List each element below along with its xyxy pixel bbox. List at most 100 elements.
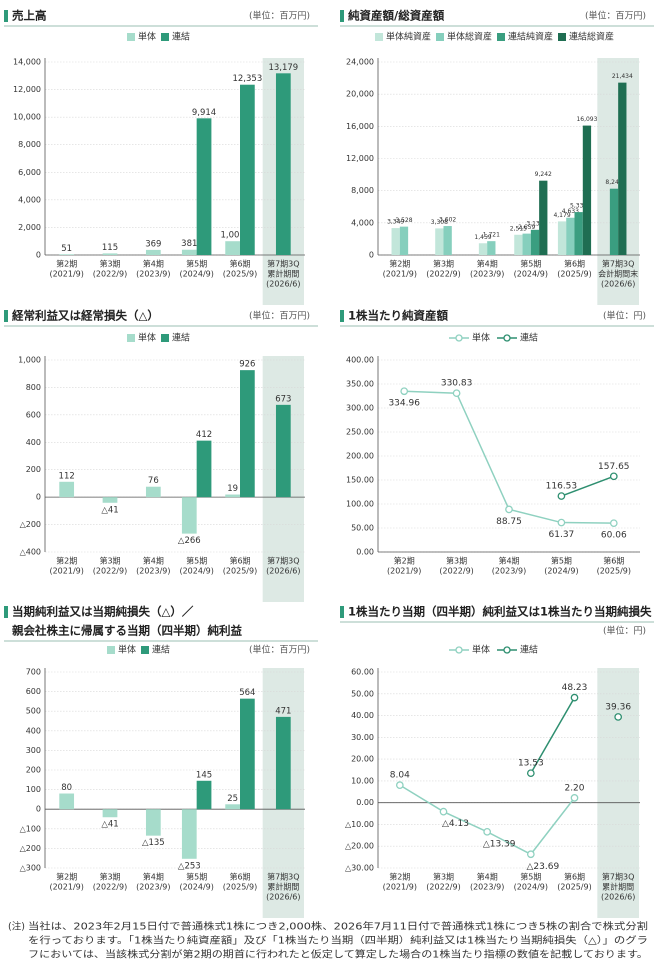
chart-title: 1株当たり純資産額 — [348, 309, 449, 323]
x-tick-label: (2022/9) — [426, 883, 460, 892]
point — [557, 518, 566, 527]
value-label: 673 — [275, 394, 291, 404]
bar — [145, 809, 161, 836]
bar — [609, 188, 619, 255]
bar — [391, 228, 400, 255]
legend-label: 単体純資産 — [386, 31, 431, 43]
title-marker — [340, 606, 344, 618]
bar — [275, 716, 291, 810]
bar — [102, 253, 118, 255]
y-tick-label: 600 — [26, 687, 41, 696]
x-tick-label: 第6期 — [564, 872, 585, 882]
x-tick-label: 第3期 — [99, 259, 120, 269]
y-tick-label: 0 — [369, 251, 374, 260]
x-tick-label: 第7期3Q — [267, 259, 299, 269]
unit-label: (単位：円) — [603, 625, 646, 637]
x-tick-label: 第7期3Q — [602, 872, 634, 882]
y-tick-label: 0 — [36, 493, 41, 502]
bar — [240, 698, 255, 810]
value-label: 4,179 — [553, 212, 570, 219]
x-tick-label: (2024/9) — [179, 270, 213, 279]
note-line: フにおいては、当該株式分割が第2期の期首に行われたと仮定して算定した場合の1株当… — [28, 949, 648, 961]
x-tick-label: 第7期3Q — [602, 259, 634, 269]
x-tick-label: 第3期 — [433, 259, 454, 269]
y-tick-label: 20,000 — [346, 90, 374, 99]
highlight-band — [597, 58, 639, 305]
chart-panel: 1株当たり当期（四半期）純利益又は1株当たり当期純損失（△） (単位：円) 単体 連結… — [340, 605, 658, 918]
y-tick-label: 8,000 — [18, 140, 41, 149]
value-label: 369 — [145, 239, 161, 249]
chart-title: 売上高 — [12, 9, 47, 23]
x-tick-label: 第3期 — [446, 556, 467, 566]
y-tick-label: 700 — [26, 668, 41, 677]
value-label: 13.53 — [518, 759, 544, 769]
value-label: △41 — [101, 505, 118, 515]
y-tick-label: 600 — [26, 410, 41, 419]
y-tick-label: 10.00 — [351, 776, 374, 785]
y-tick-label: 8,000 — [351, 186, 374, 195]
legend-label: 連結 — [152, 644, 170, 656]
bar — [240, 84, 255, 255]
title-marker — [340, 10, 344, 22]
unit-label: (単位：百万円) — [249, 310, 310, 322]
value-label: 3,528 — [395, 217, 412, 224]
y-tick-label: 100 — [26, 785, 41, 794]
x-tick-label: (2021/9) — [383, 270, 417, 279]
bar — [514, 234, 523, 255]
legend-label: 連結 — [172, 31, 190, 43]
value-label: 16,093 — [576, 116, 597, 123]
point — [505, 505, 513, 514]
x-tick-label: (2023/9) — [492, 567, 526, 576]
legend-label: 連結 — [520, 644, 538, 656]
value-label: 21,434 — [612, 73, 633, 80]
y-tick-label: 24,000 — [346, 58, 374, 67]
point — [609, 472, 618, 481]
x-tick-label: (2026/6) — [266, 567, 300, 576]
legend-marker — [503, 646, 511, 654]
y-tick-label: △400 — [20, 548, 41, 557]
bar — [582, 125, 592, 256]
y-tick-label: 50.00 — [351, 524, 374, 533]
y-tick-label: 200 — [26, 766, 41, 775]
x-tick-label: (2026/6) — [266, 893, 300, 902]
y-tick-label: △100 — [20, 824, 41, 833]
x-tick-label: 第2期 — [56, 872, 77, 882]
x-tick-label: 第3期 — [433, 872, 454, 882]
x-tick-label: 第3期 — [99, 872, 120, 882]
chart-panel: 売上高 (単位：百万円) 単体 連結 0 2,000 4,000 6,000 8,000 10,0… — [4, 9, 318, 305]
legend-label: 単体 — [138, 332, 156, 344]
value-label: 76 — [148, 476, 159, 486]
value-label: 48.23 — [562, 683, 588, 693]
y-tick-label: 12,000 — [346, 154, 374, 163]
bar — [399, 226, 409, 255]
x-tick-label: 第6期 — [229, 259, 250, 269]
x-tick-label: (2023/9) — [470, 270, 504, 279]
note-line: 当社は、2023年2月15日付で普通株式1株につき2,000株、2026年7月1… — [28, 921, 648, 933]
x-tick-label: 第4期 — [498, 556, 519, 566]
bar — [59, 481, 75, 498]
bar — [196, 780, 212, 810]
x-tick-label: (2024/9) — [514, 270, 548, 279]
chart-title: 親会社株主に帰属する当期（四半期）純利益 — [12, 624, 242, 638]
legend-label: 単体 — [472, 644, 490, 656]
y-tick-label: 12,000 — [13, 85, 41, 94]
y-tick-label: 0.00 — [356, 548, 374, 557]
line — [530, 697, 576, 774]
y-tick-label: 200.00 — [346, 452, 374, 461]
x-tick-label: (2022/9) — [93, 883, 127, 892]
x-tick-label: (2021/9) — [49, 883, 83, 892]
value-label: 61.37 — [549, 530, 575, 540]
value-label: 471 — [275, 706, 291, 716]
x-tick-label: 第6期 — [564, 259, 585, 269]
legend-label: 単体 — [138, 31, 156, 43]
legend-swatch — [497, 33, 505, 41]
legend-label: 単体総資産 — [447, 31, 492, 43]
x-tick-label: (2025/9) — [223, 567, 257, 576]
value-label: 3,602 — [439, 217, 456, 224]
value-label: 2.20 — [564, 783, 584, 793]
bar — [522, 233, 531, 255]
value-label: 13,179 — [268, 63, 298, 73]
point — [526, 850, 535, 859]
chart-panel: 経常利益又は経常損失（△） (単位：百万円) 単体 連結 △400 △200 0 200 400… — [4, 309, 318, 602]
point — [395, 781, 404, 790]
